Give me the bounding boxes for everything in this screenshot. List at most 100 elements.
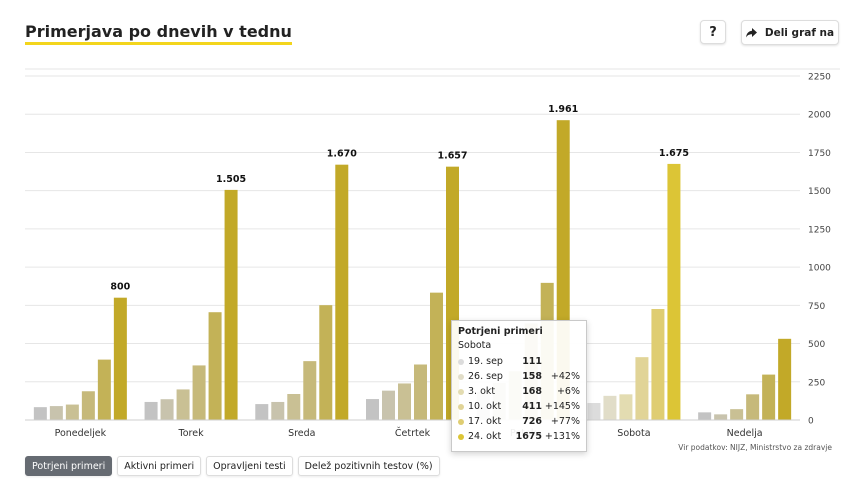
bar[interactable] [366,399,379,420]
x-tick-label: Torek [178,428,205,439]
tooltip-row: 24. okt 1675 +131% [458,429,580,444]
share-button-label: Deli graf na [764,26,835,39]
bar[interactable] [730,409,744,420]
tooltip-value: 726 [522,416,543,427]
data-label: 1.505 [216,174,246,185]
bar[interactable] [651,309,665,420]
help-button[interactable]: ? [700,20,726,44]
tooltip-dot-icon [458,373,464,380]
tooltip-dot-icon [458,403,464,410]
data-label: 1.675 [659,148,689,159]
tooltip-value: 1675 [515,431,543,442]
tooltip-row: 3. okt 168 +6% [458,384,580,399]
bar[interactable] [208,312,222,420]
y-tick-label: 1500 [808,187,831,197]
tooltip-row: 26. sep 158 +42% [458,369,580,384]
bar[interactable] [335,164,349,420]
tooltip-value: 168 [522,386,543,397]
bar[interactable] [762,374,776,420]
tab-delez-pozitivnih[interactable]: Delež pozitivnih testov (%) [297,456,440,476]
bar[interactable] [176,389,190,420]
tooltip-subtitle: Sobota [458,340,492,351]
tooltip-dot-icon [458,388,464,395]
y-tick-label: 0 [808,417,814,427]
tooltip-dot-icon [458,433,464,440]
tooltip-date: 10. okt [468,401,502,412]
metric-tabs: Potrjeni primeri Aktivni primeri Opravlj… [25,456,440,476]
bar[interactable] [224,189,238,420]
tooltip-value: 111 [522,356,543,367]
x-tick-label: Ponedeljek [55,428,107,439]
bar[interactable] [319,305,333,420]
bar[interactable] [81,391,95,420]
x-tick-label: Sreda [288,428,315,439]
bar[interactable] [619,394,633,420]
chart-tooltip: Potrjeni primeri Sobota 19. sep 111 26. se… [451,320,587,452]
data-source: Vir podatkov: NIJZ, Ministrstvo za zdrav… [678,443,832,452]
tooltip-date: 17. okt [468,416,502,427]
tooltip-date: 24. okt [468,431,502,442]
bar[interactable] [271,401,285,420]
bar[interactable] [287,394,301,420]
share-button[interactable]: Deli graf na [741,20,839,45]
x-tick-label: Četrtek [395,427,431,439]
bar[interactable] [778,338,792,420]
bar[interactable] [714,414,728,420]
y-tick-label: 500 [808,340,825,350]
tooltip-change: +42% [550,371,580,382]
tooltip-date: 26. sep [468,371,503,382]
tooltip-dot-icon [458,358,464,365]
x-tick-label: Nedelja [727,428,763,439]
bar[interactable] [255,404,269,420]
tab-opravljeni-testi[interactable]: Opravljeni testi [206,456,293,476]
bar[interactable] [144,401,158,420]
tooltip-change: +77% [550,416,580,427]
bar[interactable] [160,399,174,420]
data-label: 800 [110,282,130,293]
bar[interactable] [430,292,443,420]
y-tick-label: 1750 [808,149,831,159]
bar[interactable] [635,357,649,420]
chart-title-wrap: Primerjava po dnevih v tednu [25,22,292,45]
bar[interactable] [698,412,712,420]
bar[interactable] [192,365,206,420]
data-label: 1.961 [548,104,578,115]
tooltip-change: +145% [544,401,580,412]
y-tick-label: 2250 [808,73,831,83]
y-tick-label: 250 [808,378,825,388]
bar[interactable] [65,404,79,420]
tooltip-date: 19. sep [468,356,503,367]
bar[interactable] [33,407,47,420]
bar[interactable] [746,394,760,420]
tooltip-row: 19. sep 111 [458,354,580,369]
bar[interactable] [667,163,681,420]
y-tick-label: 2000 [808,111,831,121]
tooltip-change: +6% [556,386,580,397]
bar[interactable] [414,364,427,420]
tab-aktivni-primeri[interactable]: Aktivni primeri [117,456,202,476]
bar[interactable] [603,395,617,420]
bar[interactable] [398,383,411,420]
y-tick-label: 1000 [808,264,831,274]
data-label: 1.657 [437,151,467,162]
tooltip-value: 158 [522,371,543,382]
tooltip-change: +131% [544,431,580,442]
y-tick-label: 1250 [808,225,831,235]
page-title: Primerjava po dnevih v tednu [25,22,292,45]
data-label: 1.670 [327,149,357,160]
tooltip-value: 411 [522,401,543,412]
tooltip-date: 3. okt [468,386,496,397]
share-arrow-icon [745,27,757,37]
y-tick-label: 750 [808,302,825,312]
tooltip-title: Potrjeni primeri [458,326,543,337]
bar[interactable] [49,406,63,420]
tooltip-dot-icon [458,418,464,425]
bar[interactable] [587,403,601,420]
bar[interactable] [303,361,317,420]
tooltip-row: 10. okt 411 +145% [458,399,580,414]
bar[interactable] [97,359,111,420]
tab-potrjeni-primeri[interactable]: Potrjeni primeri [25,456,113,476]
bar[interactable] [113,297,127,420]
bar[interactable] [382,390,395,420]
